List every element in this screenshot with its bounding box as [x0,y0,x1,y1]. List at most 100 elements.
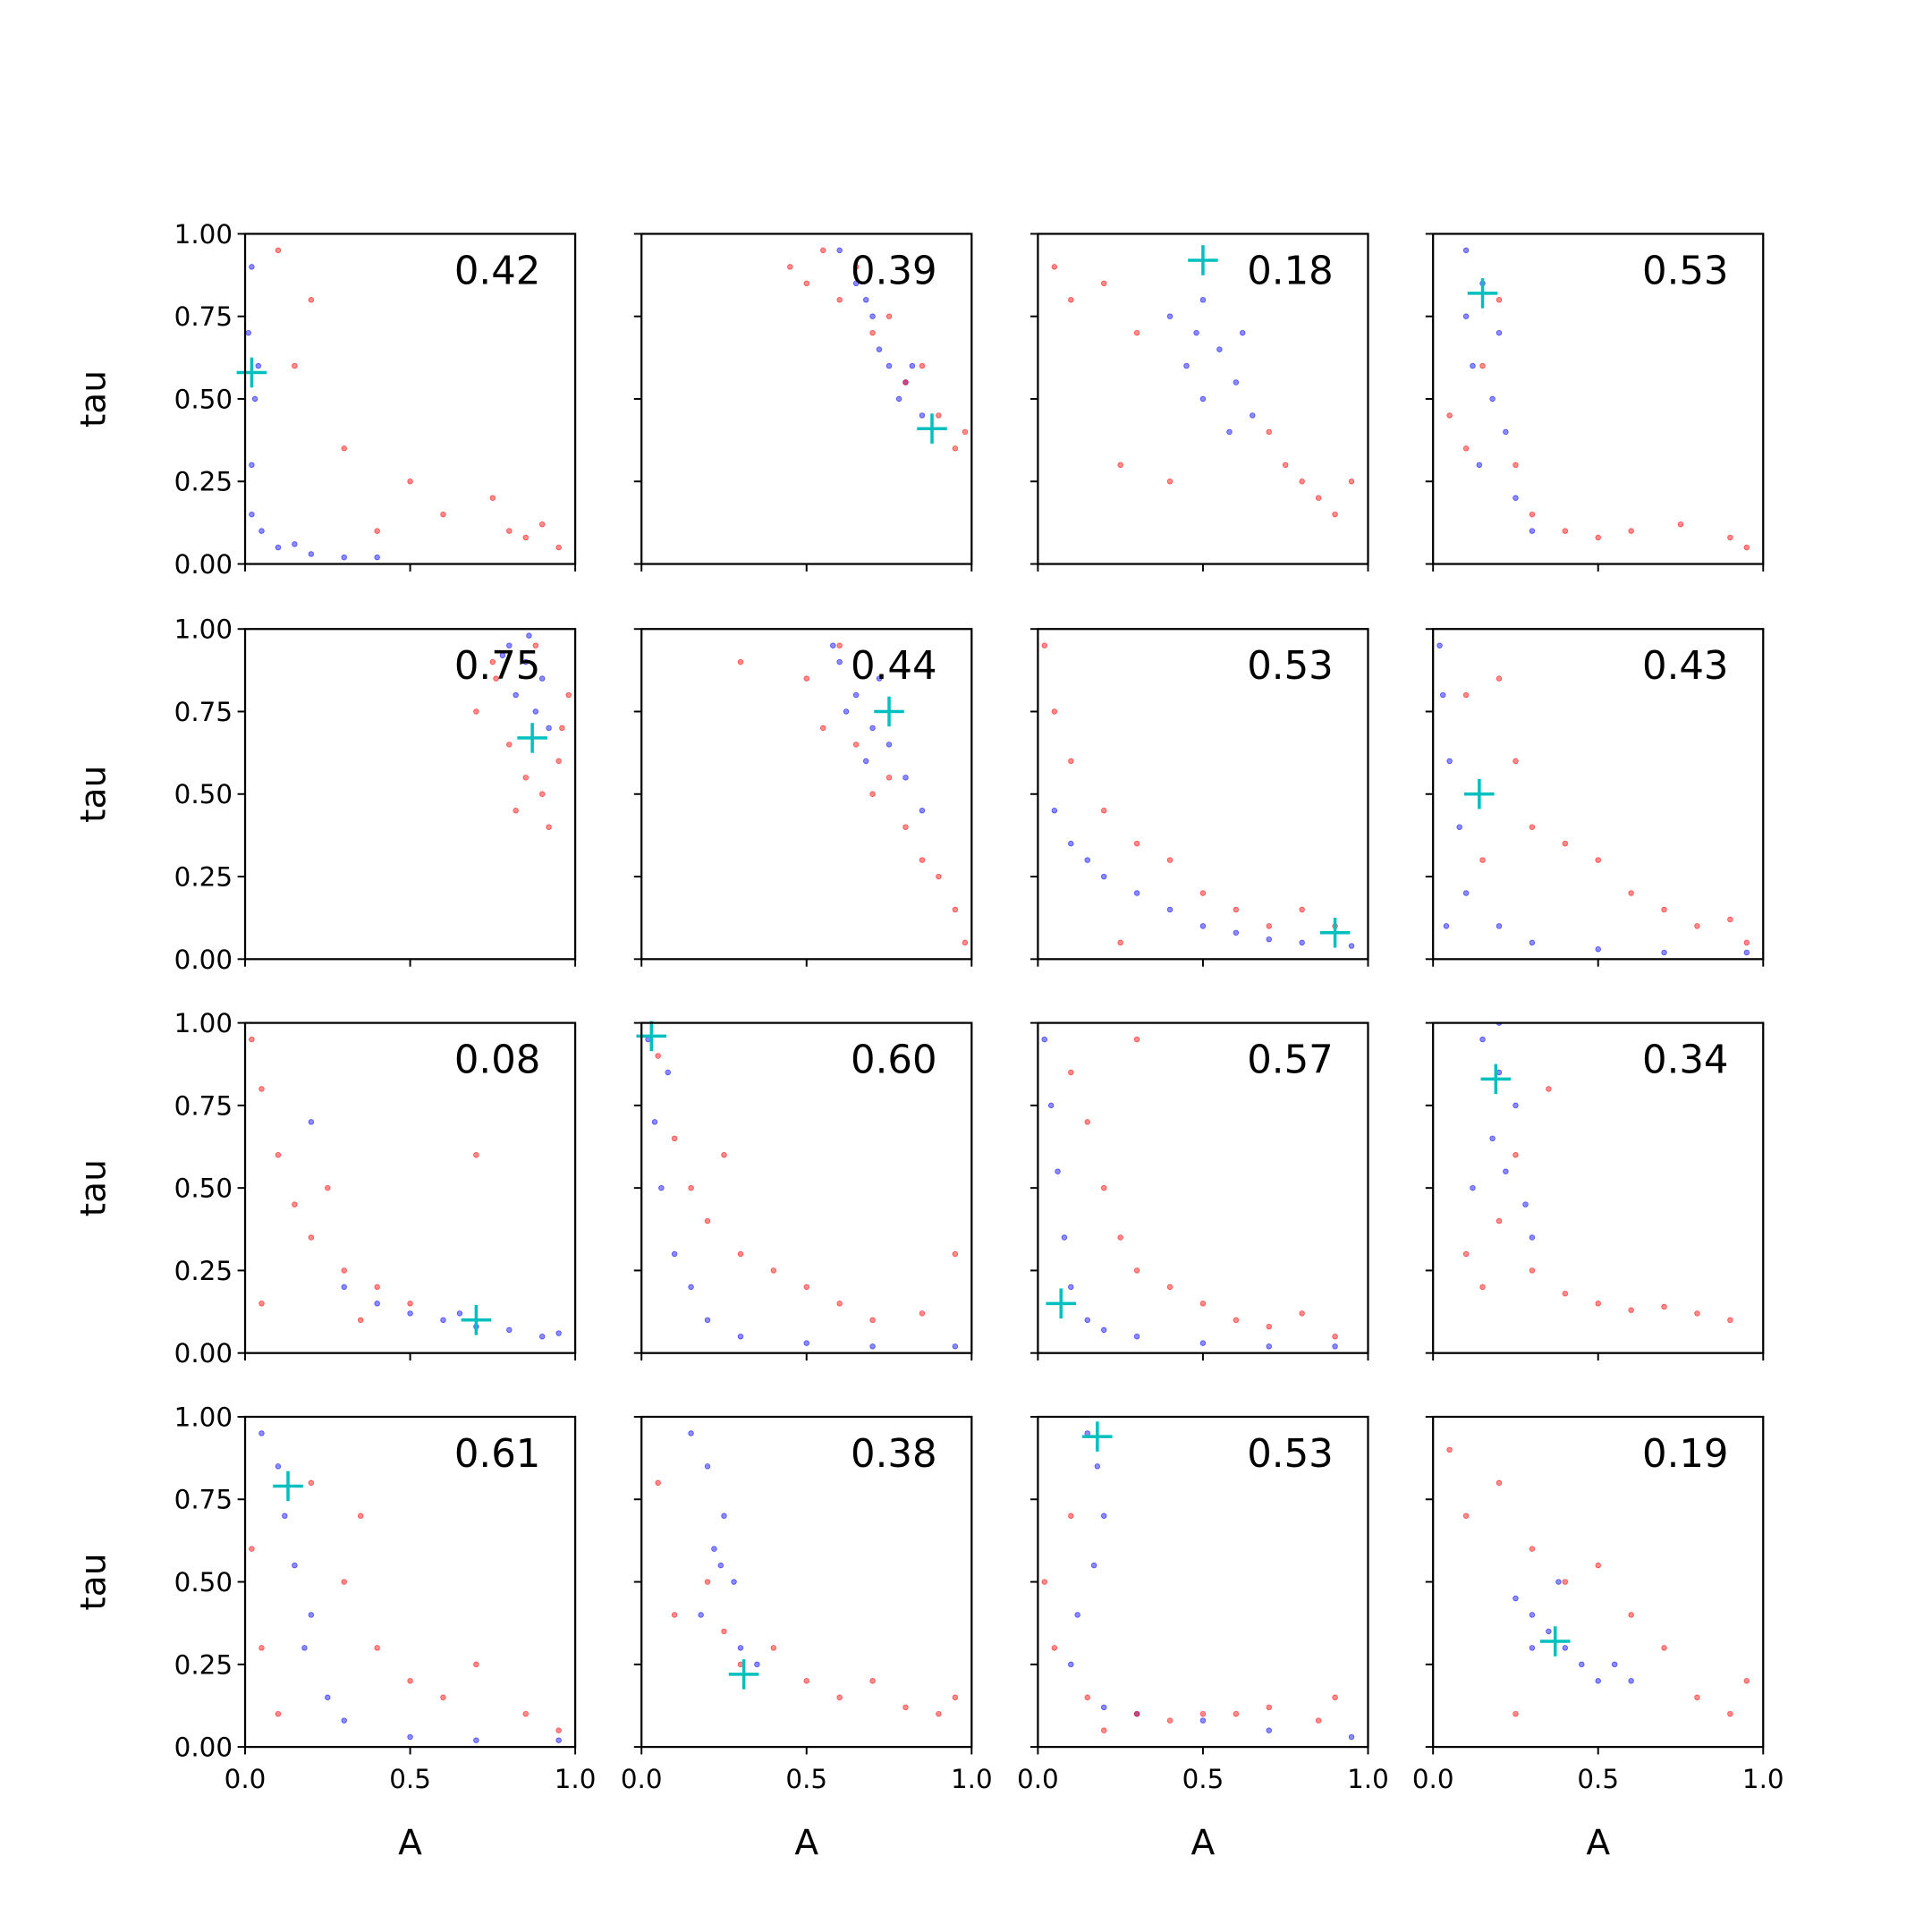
sample-point [1446,1446,1453,1453]
sample-point [1496,923,1503,929]
best-fit-marker [273,1470,303,1502]
y-tick-label: 1.00 [174,1008,233,1038]
sample-point [1496,675,1503,682]
sample-point [275,247,282,254]
sample-point [489,495,496,501]
best-fit-marker [874,696,904,727]
sample-point [1266,1343,1272,1350]
y-tick-label: 0.75 [174,1485,233,1515]
sample-point [1051,264,1058,270]
sample-point [1266,1704,1272,1711]
sample-point [1743,1678,1750,1684]
sample-point [1677,521,1684,528]
sample-point [407,1310,413,1317]
sample-point [1068,1069,1074,1076]
sample-point [1332,1343,1338,1350]
sample-point [1446,412,1453,419]
sample-point [506,1326,513,1334]
x-tick-label: 1.0 [555,1764,597,1794]
sample-point [688,1430,694,1436]
y-tick-label: 0.25 [174,1649,233,1680]
sample-point [737,658,744,665]
sample-point [493,675,499,682]
sample-point [407,1678,413,1684]
sample-point [1446,758,1453,765]
sample-point [1199,890,1207,896]
sample-point [717,1562,724,1569]
sample-point [843,708,850,715]
sample-point [546,824,552,830]
panel: 0.53 [1425,233,1765,572]
sample-point [506,528,513,534]
sample-point [473,1737,479,1743]
sample-point [698,1612,704,1618]
sample-point [1166,313,1174,319]
panel-annotation: 0.34 [1642,1038,1728,1083]
sample-point [374,1284,380,1291]
sample-point [876,346,883,352]
sample-point [919,1310,926,1317]
sample-point [1462,247,1470,254]
best-fit-marker [728,1659,759,1690]
x-tick-label: 0.5 [1577,1764,1619,1794]
sample-point [555,544,562,551]
sample-point [1496,1479,1503,1487]
sample-point [886,362,893,369]
panel: 0.00 0.25 0.50 0.75 1.00 tau 0.75 [73,614,577,975]
sample-point [275,1710,282,1717]
sample-point [836,1301,843,1307]
sample-point [1068,1284,1074,1291]
sample-point [1513,1152,1519,1158]
sample-point [1479,1284,1486,1291]
sample-point [1595,1562,1601,1569]
best-fit-marker [1467,278,1498,309]
plot-area [249,1430,562,1743]
sample-point [803,1340,809,1346]
sample-point [275,1463,282,1470]
sample-point [1100,1727,1107,1733]
sample-point [1100,280,1107,287]
panel: 0.39 [633,233,973,572]
sample-point [251,395,258,402]
sample-point [1041,642,1047,648]
sample-point [1628,890,1634,896]
plot-area [787,247,969,452]
sample-point [869,791,876,797]
y-tick-label: 0.75 [174,301,233,332]
sample-point [555,1330,562,1336]
sample-point [565,691,572,699]
sample-point [886,313,893,319]
sample-point [952,1250,959,1258]
sample-point [1628,528,1634,534]
plot-area [245,247,562,561]
sample-point [721,1628,727,1635]
sample-point [1100,1184,1107,1191]
sample-point [1315,1717,1322,1724]
sample-point [869,313,876,319]
sample-point [1489,1135,1496,1142]
sample-point [1166,1284,1174,1291]
sample-point [1100,1704,1107,1711]
sample-point [1299,1310,1305,1317]
sample-point [1496,297,1503,303]
sample-point [407,1301,413,1307]
sample-point [754,1661,760,1668]
y-axis-label: tau [73,1159,114,1216]
sample-point [1529,824,1536,830]
panel-annotation: 0.57 [1247,1038,1333,1083]
sample-point [1595,946,1601,953]
sample-point [1199,1301,1207,1307]
sample-point [830,642,836,648]
y-tick-label: 0.50 [174,779,233,809]
sample-point [1240,329,1246,336]
sample-point [506,642,513,648]
sample-point [836,297,843,303]
sample-point [559,724,565,732]
panel-annotation: 0.42 [454,249,540,293]
x-tick-label: 0.5 [1182,1764,1224,1794]
y-tick-label: 0.00 [174,1733,233,1763]
sample-point [258,1086,265,1092]
x-tick-label: 0.0 [1017,1764,1059,1794]
sample-point [1233,379,1240,386]
sample-point [1562,840,1569,847]
